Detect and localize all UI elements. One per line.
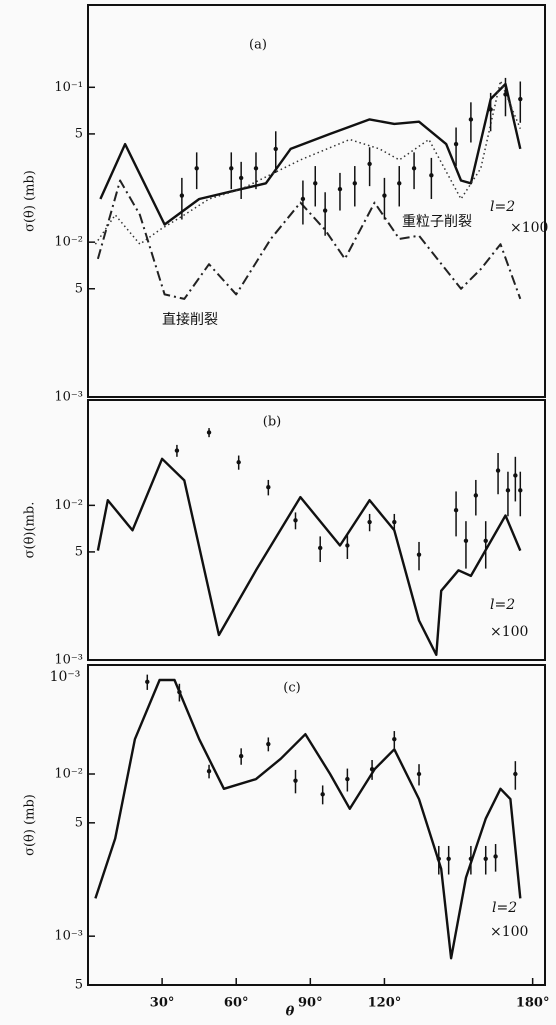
data-point	[505, 488, 511, 493]
data-point	[493, 854, 498, 859]
annotation: 直接削裂	[162, 311, 218, 328]
data-point	[453, 508, 459, 513]
data-point	[367, 519, 372, 525]
data-point	[392, 736, 397, 742]
annotation: ×100	[510, 220, 548, 236]
data-point	[488, 107, 493, 112]
y-tick-label: 10⁻³	[54, 653, 83, 668]
plot-frame	[87, 664, 546, 986]
data-point	[463, 538, 469, 543]
data-point	[369, 767, 375, 772]
x-tick-label: 90°	[298, 996, 323, 1011]
data-point	[416, 552, 422, 557]
curve	[96, 179, 522, 300]
data-point	[236, 460, 241, 465]
panel-label: (c)	[283, 681, 300, 696]
data-point	[411, 166, 417, 171]
annotation: l=2	[492, 900, 517, 916]
y-tick-label: 10⁻²	[54, 767, 83, 782]
data-point	[322, 208, 328, 213]
y-tick-label: 10⁻¹	[54, 80, 83, 95]
annotation: ×100	[490, 924, 528, 940]
annotation: 重粒子削裂	[402, 214, 472, 230]
curve	[96, 457, 522, 656]
data-point	[273, 146, 278, 152]
data-point	[293, 518, 298, 523]
panel-label: (b)	[263, 415, 281, 430]
data-point	[206, 769, 212, 774]
x-tick-label: 120°	[368, 996, 402, 1011]
annotation: l=2	[490, 199, 515, 215]
data-point	[483, 856, 488, 862]
data-point	[345, 776, 350, 782]
data-point	[468, 117, 474, 122]
data-point	[416, 771, 422, 777]
data-point	[300, 196, 306, 202]
plot-frame	[87, 4, 546, 398]
data-point	[177, 689, 182, 695]
data-point	[318, 545, 323, 551]
data-point	[518, 96, 523, 102]
data-point	[179, 193, 185, 198]
data-point	[453, 141, 459, 147]
data-point	[468, 856, 474, 862]
data-point	[337, 186, 343, 192]
data-point	[266, 741, 271, 747]
y-tick-label: 5	[75, 815, 83, 830]
curve	[94, 678, 522, 960]
data-point	[345, 543, 350, 548]
data-point	[483, 538, 488, 543]
y-tick-label: 5	[75, 978, 83, 993]
data-point	[367, 161, 372, 167]
data-point	[503, 92, 508, 97]
data-point	[313, 181, 318, 186]
data-point	[266, 485, 271, 490]
y-tick-label: 5	[75, 544, 83, 559]
data-point	[238, 175, 244, 181]
x-tick-label: 60°	[224, 996, 249, 1011]
data-point	[518, 488, 523, 493]
annotation: ×100	[490, 624, 528, 640]
plot-frame	[87, 399, 546, 661]
y-axis-label: σ(θ) (mb)	[23, 794, 38, 856]
data-point	[174, 448, 180, 453]
y-axis-label: σ(θ)(mb.	[23, 502, 38, 559]
y-tick-label: 10⁻³	[54, 390, 83, 405]
data-point	[382, 193, 387, 198]
panel-label: (a)	[249, 38, 267, 53]
data-point	[397, 181, 402, 186]
data-point	[320, 792, 325, 797]
annotation: l=2	[490, 597, 515, 613]
data-point	[238, 753, 244, 759]
data-point	[473, 493, 479, 498]
y-tick-label: 10⁻²	[54, 235, 83, 250]
x-tick-label: 180°	[516, 996, 550, 1011]
data-point	[352, 181, 357, 186]
data-point	[145, 679, 150, 685]
data-point	[495, 468, 501, 473]
y-tick-label: 5	[75, 281, 83, 296]
data-point	[429, 173, 434, 178]
y-tick-label: 10⁻²	[54, 498, 83, 513]
data-point	[446, 856, 451, 862]
data-point	[253, 166, 259, 171]
data-point	[436, 856, 441, 862]
data-point	[513, 473, 518, 478]
curve	[94, 80, 521, 245]
x-tick-label: 30°	[150, 996, 175, 1011]
data-point	[206, 430, 212, 435]
data-point	[194, 166, 199, 171]
annotation: 10⁻³	[50, 669, 81, 685]
data-point	[392, 519, 397, 525]
curve	[99, 82, 522, 226]
x-axis-label: θ	[286, 1005, 295, 1020]
data-point	[293, 778, 298, 783]
y-tick-label: 5	[75, 126, 83, 141]
y-axis-label: σ(θ) (mb)	[23, 170, 38, 232]
y-tick-label: 10⁻³	[54, 929, 83, 944]
data-point	[513, 771, 518, 777]
data-point	[229, 166, 234, 171]
